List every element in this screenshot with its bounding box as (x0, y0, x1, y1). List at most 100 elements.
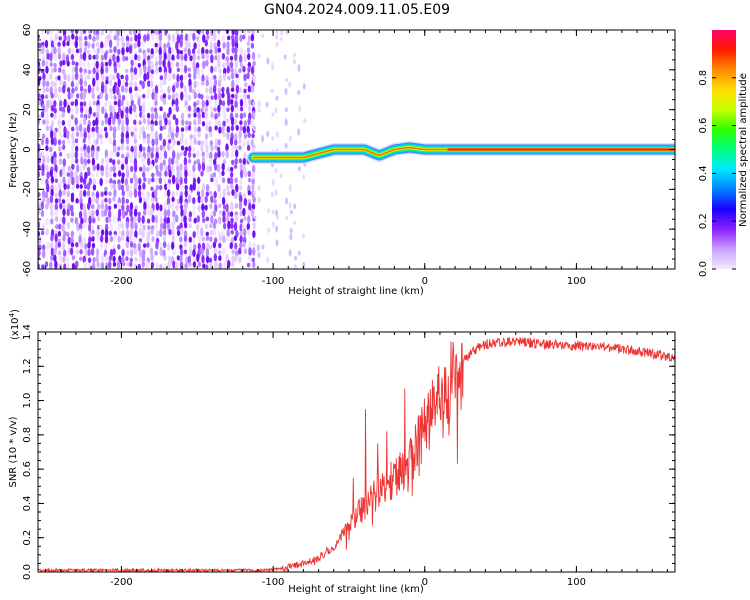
noise-cell (109, 73, 113, 80)
y-tick-label: 1.2 (22, 358, 33, 374)
noise-cell (234, 133, 238, 141)
noise-cell (208, 165, 212, 172)
noise-cell (137, 62, 141, 68)
noise-cell (133, 188, 138, 198)
noise-cell (243, 54, 247, 63)
noise-cell (120, 163, 125, 171)
noise-cell (226, 41, 230, 49)
noise-cell (112, 255, 116, 263)
noise-cell (201, 121, 206, 127)
noise-cell (105, 169, 109, 179)
noise-cell (158, 66, 162, 73)
noise-cell (179, 136, 184, 145)
noise-cell (188, 211, 193, 218)
noise-cell (167, 132, 171, 139)
noise-cell (54, 164, 58, 174)
noise-cell (65, 256, 70, 265)
noise-cell (112, 165, 116, 173)
noise-cell (76, 164, 80, 173)
noise-cell (105, 76, 109, 81)
noise-cell (235, 78, 239, 86)
noise-cell (213, 32, 217, 42)
noise-cell (167, 52, 171, 62)
noise-cell (50, 247, 55, 257)
noise-cell (214, 177, 218, 187)
noise-cell (80, 217, 84, 225)
noise-cell (227, 166, 231, 173)
noise-cell (252, 221, 256, 230)
noise-cell (58, 178, 63, 185)
noise-cell (117, 230, 122, 236)
noise-cell (201, 236, 205, 242)
snr-y-axis: 0.00.20.40.60.81.01.21.4 (22, 324, 675, 580)
noise-cell (197, 131, 201, 138)
noise-cell (208, 257, 213, 263)
noise-cell (57, 139, 62, 146)
noise-cell (66, 221, 71, 229)
noise-cell (222, 235, 226, 244)
noise-cell (121, 196, 125, 205)
noise-cell (121, 94, 126, 101)
noise-cell (49, 195, 54, 204)
noise-cell (100, 191, 104, 198)
noise-cell (238, 247, 242, 255)
noise-cell (92, 48, 97, 54)
noise-cell (138, 150, 142, 159)
noise-cell (243, 248, 248, 255)
noise-cell (91, 157, 96, 166)
noise-cell (193, 119, 197, 126)
noise-cell (66, 41, 70, 47)
noise-cell (79, 176, 84, 183)
noise-cell (159, 125, 163, 132)
noise-cell (234, 60, 239, 69)
noise-cell (150, 106, 154, 113)
noise-cell (120, 136, 125, 145)
noise-cell (71, 33, 75, 40)
noise-cell (226, 236, 230, 242)
noise-cell (187, 105, 192, 112)
noise-cell (166, 209, 171, 217)
noise-cell (193, 126, 198, 133)
noise-cell (158, 177, 163, 185)
noise-cell (196, 149, 200, 158)
noise-cell (88, 106, 93, 115)
noise-cell (91, 126, 95, 133)
noise-cell (217, 120, 222, 127)
noise-cell (175, 81, 180, 89)
noise-cell (46, 53, 50, 60)
noise-cell (180, 127, 185, 132)
noise-cell (99, 133, 103, 140)
noise-cell (246, 209, 250, 216)
noise-cell (67, 177, 71, 187)
noise-cell (50, 218, 54, 225)
noise-cell (122, 30, 126, 34)
noise-cell (62, 208, 66, 216)
noise-cell (129, 177, 134, 184)
noise-cell (130, 216, 134, 224)
noise-cell (275, 30, 279, 35)
y-tick-label: 1.4 (22, 324, 33, 340)
noise-cell (88, 236, 92, 244)
noise-cell (221, 53, 226, 60)
noise-cell (121, 119, 125, 127)
noise-cell (155, 47, 159, 54)
noise-cell (154, 85, 159, 94)
noise-cell (179, 38, 183, 48)
noise-cell (128, 30, 133, 36)
noise-cell (75, 249, 80, 255)
noise-cell (159, 184, 163, 191)
noise-cell (125, 241, 129, 249)
noise-cell (71, 48, 75, 55)
noise-cell (183, 85, 187, 93)
noise-cell (63, 73, 67, 81)
noise-cell (54, 209, 58, 218)
noise-cell (79, 85, 84, 92)
noise-cell (78, 58, 83, 68)
noise-cell (137, 39, 141, 48)
noise-cell (221, 92, 225, 99)
noise-cell (162, 59, 166, 68)
noise-cell (193, 244, 197, 251)
noise-cell (243, 73, 247, 82)
noise-cell (42, 244, 46, 251)
noise-cell (59, 60, 63, 67)
